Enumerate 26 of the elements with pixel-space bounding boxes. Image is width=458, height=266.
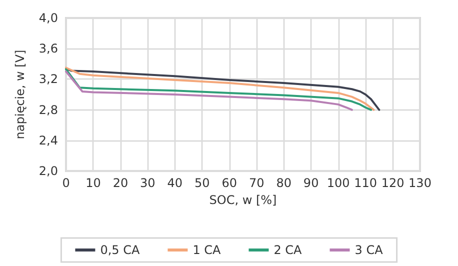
y-tick-label: 3,6 xyxy=(38,42,58,56)
x-tick-label: 80 xyxy=(276,176,292,190)
y-tick-label: 2,8 xyxy=(38,102,58,117)
x-axis-title: SOC, w [%] xyxy=(209,192,277,207)
x-tick-label: 40 xyxy=(167,176,183,190)
x-tick-label: 130 xyxy=(408,176,432,190)
x-tick-label: 10 xyxy=(86,176,101,190)
legend-label: 2 CA xyxy=(274,243,303,257)
x-tick-label: 70 xyxy=(248,176,264,190)
x-tick-label: 60 xyxy=(222,176,238,190)
x-tick-label: 20 xyxy=(112,176,128,190)
y-tick-label: 3,2 xyxy=(38,72,58,86)
y-tick-label: 2,0 xyxy=(38,164,58,178)
x-tick-label: 110 xyxy=(354,176,377,190)
x-tick-label: 30 xyxy=(140,176,156,190)
legend-label: 3 CA xyxy=(354,243,384,257)
x-tick-label: 0 xyxy=(62,176,70,190)
x-tick-label: 50 xyxy=(194,176,210,190)
legend-label: 0,5 CA xyxy=(100,243,140,257)
y-axis-title: napięcie, w [V] xyxy=(13,50,27,140)
x-tick-label: 120 xyxy=(381,176,404,190)
y-tick-label: 2,4 xyxy=(38,133,58,148)
y-tick-label: 4,0 xyxy=(38,11,58,25)
x-tick-label: 100 xyxy=(326,176,350,190)
x-tick-label: 90 xyxy=(303,176,319,190)
legend-label: 1 CA xyxy=(192,243,222,257)
